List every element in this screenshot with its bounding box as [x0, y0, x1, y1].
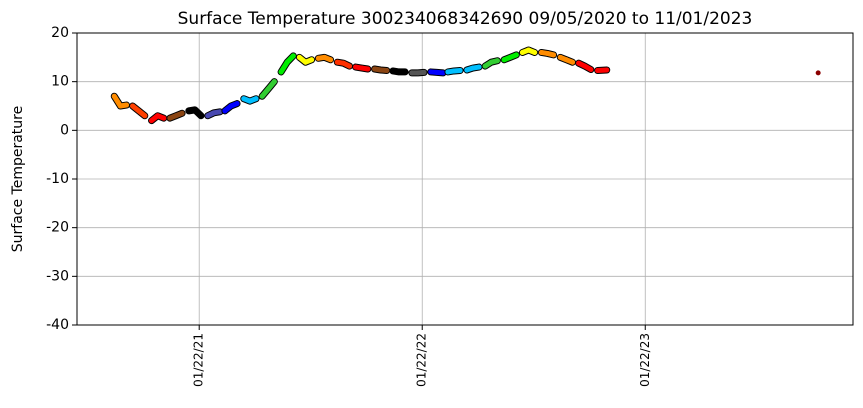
point — [390, 68, 396, 74]
point — [296, 54, 302, 60]
point — [488, 59, 494, 65]
point — [538, 49, 544, 55]
point — [265, 86, 271, 92]
point — [464, 67, 470, 73]
point — [507, 54, 513, 60]
point — [253, 96, 259, 102]
point — [378, 67, 384, 73]
point — [815, 70, 821, 76]
point — [179, 110, 185, 116]
point — [582, 63, 588, 69]
y-tick-label: 0 — [60, 122, 69, 138]
point — [445, 69, 451, 75]
point — [234, 101, 240, 107]
point — [544, 50, 550, 56]
point — [271, 79, 277, 85]
y-axis-label: Surface Temperature — [10, 106, 26, 252]
point — [428, 69, 434, 75]
x-tick-label: 01/22/22 — [415, 333, 429, 387]
y-tick-label: -10 — [46, 171, 69, 187]
point — [123, 102, 129, 108]
y-tick-label: -20 — [46, 220, 69, 236]
point — [482, 63, 488, 69]
point — [415, 70, 421, 76]
point — [384, 67, 390, 73]
point — [198, 113, 204, 119]
point — [334, 59, 340, 65]
point — [136, 108, 142, 114]
point — [192, 107, 198, 113]
y-tick-label: -30 — [46, 268, 69, 284]
x-tick-label: 01/22/21 — [192, 333, 206, 387]
point — [353, 64, 359, 70]
point — [421, 69, 427, 75]
point — [519, 49, 525, 55]
point — [588, 67, 594, 72]
point — [551, 52, 557, 58]
point — [457, 67, 463, 73]
point — [557, 54, 563, 60]
point — [396, 69, 402, 75]
point — [434, 69, 440, 75]
point — [247, 98, 253, 104]
point — [309, 57, 315, 63]
point — [595, 67, 601, 73]
plot-frame — [76, 32, 854, 326]
point — [142, 113, 148, 119]
point — [303, 59, 309, 65]
point — [470, 65, 476, 71]
point — [372, 66, 378, 72]
point — [409, 70, 415, 76]
point — [365, 66, 371, 72]
y-tick-label: -40 — [46, 317, 69, 333]
point — [532, 49, 538, 55]
point — [526, 47, 532, 53]
point — [321, 54, 327, 60]
point — [161, 115, 167, 121]
point — [259, 93, 265, 99]
point — [604, 67, 610, 73]
y-tick-label: 20 — [51, 25, 69, 41]
point — [576, 60, 582, 66]
point — [340, 60, 346, 66]
point — [130, 103, 136, 109]
point — [494, 58, 500, 64]
point — [570, 59, 576, 65]
point — [211, 110, 217, 116]
point — [217, 109, 223, 115]
point — [359, 65, 365, 71]
point — [476, 64, 482, 70]
point — [228, 103, 234, 109]
point — [278, 69, 284, 75]
point — [513, 52, 519, 58]
point — [328, 57, 334, 63]
point — [155, 113, 161, 119]
point — [149, 118, 155, 124]
point — [290, 53, 296, 59]
point — [111, 93, 117, 99]
point — [117, 103, 123, 109]
point — [205, 113, 211, 119]
point — [284, 59, 290, 65]
chart-title: Surface Temperature 300234068342690 09/0… — [178, 9, 753, 29]
point — [222, 108, 228, 114]
x-tick-label: 01/22/23 — [638, 333, 652, 387]
y-tick-label: 10 — [51, 74, 69, 90]
point — [241, 96, 247, 102]
point — [347, 63, 353, 69]
point — [440, 70, 446, 76]
point — [173, 113, 179, 119]
point — [563, 57, 569, 63]
point — [501, 57, 507, 63]
point — [402, 69, 408, 75]
point — [186, 108, 192, 114]
point — [167, 115, 173, 121]
point — [451, 68, 457, 74]
point — [315, 55, 321, 61]
